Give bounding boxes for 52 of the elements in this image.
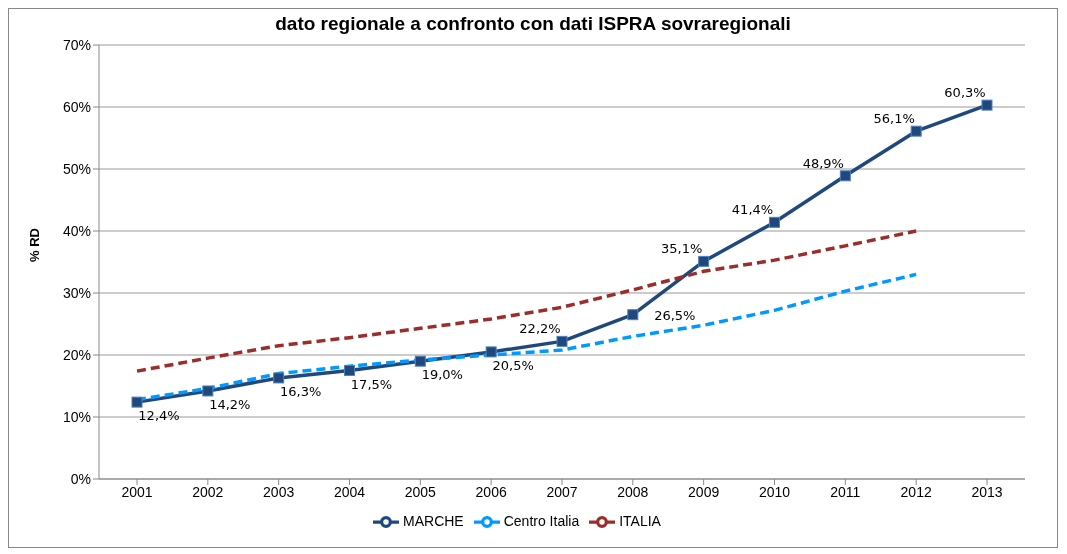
point (202, 385, 214, 397)
point (769, 216, 780, 228)
point (273, 372, 285, 384)
legend-label: MARCHE (403, 512, 464, 529)
point (556, 335, 568, 347)
x-tick-label: 2007 (546, 483, 578, 500)
point (627, 309, 639, 321)
data-label: 35,1% (661, 241, 703, 257)
data-label: 60,3% (944, 85, 986, 101)
point (485, 346, 497, 358)
y-tick-label: 0% (70, 470, 91, 487)
x-tick-label: 2008 (617, 483, 649, 500)
point (344, 365, 355, 376)
y-axis-title: % RD (26, 228, 42, 262)
data-label: 12,4% (138, 408, 180, 424)
x-tick-label: 2001 (121, 483, 153, 500)
point (414, 355, 426, 367)
chart-title: dato regionale a confronto con dati ISPRA sovraregionali (274, 13, 792, 35)
point (839, 170, 851, 182)
x-tick-label: 2012 (900, 483, 932, 500)
data-label: 14,2% (209, 396, 251, 412)
legend-label: Centro Italia (503, 512, 580, 529)
x-tick-label: 2010 (758, 483, 791, 500)
y-tick-label: 40% (62, 222, 91, 239)
data-label: 56,1% (873, 111, 915, 127)
point (131, 396, 143, 408)
legend-label: ITALIA (619, 512, 661, 529)
y-tick-label: 20% (62, 346, 91, 363)
data-label: 17,5% (350, 376, 393, 392)
y-tick-label: 70% (62, 36, 91, 53)
x-tick-label: 2013 (971, 483, 1003, 500)
y-tick-label: 50% (62, 160, 91, 177)
x-tick-label: 2002 (192, 483, 224, 500)
x-tick-label: 2011 (830, 483, 861, 500)
x-tick-label: 2006 (475, 483, 507, 500)
point (981, 99, 993, 111)
x-tick-label: 2004 (333, 483, 366, 500)
data-label: 19,0% (421, 367, 463, 383)
point (698, 255, 710, 267)
y-tick-label: 10% (62, 408, 91, 425)
data-label: 20,5% (492, 357, 534, 373)
data-label: 22,2% (519, 321, 561, 337)
data-label: 48,9% (802, 155, 844, 171)
data-label: 41,4% (731, 202, 774, 218)
y-tick-label: 60% (62, 98, 91, 115)
y-tick-label: 30% (62, 284, 91, 301)
data-label: 16,3% (280, 383, 322, 399)
data-label: 26,5% (654, 307, 696, 323)
point (910, 125, 922, 137)
x-tick-label: 2009 (688, 483, 720, 500)
x-tick-label: 2003 (263, 483, 295, 500)
x-tick-label: 2005 (404, 483, 437, 500)
